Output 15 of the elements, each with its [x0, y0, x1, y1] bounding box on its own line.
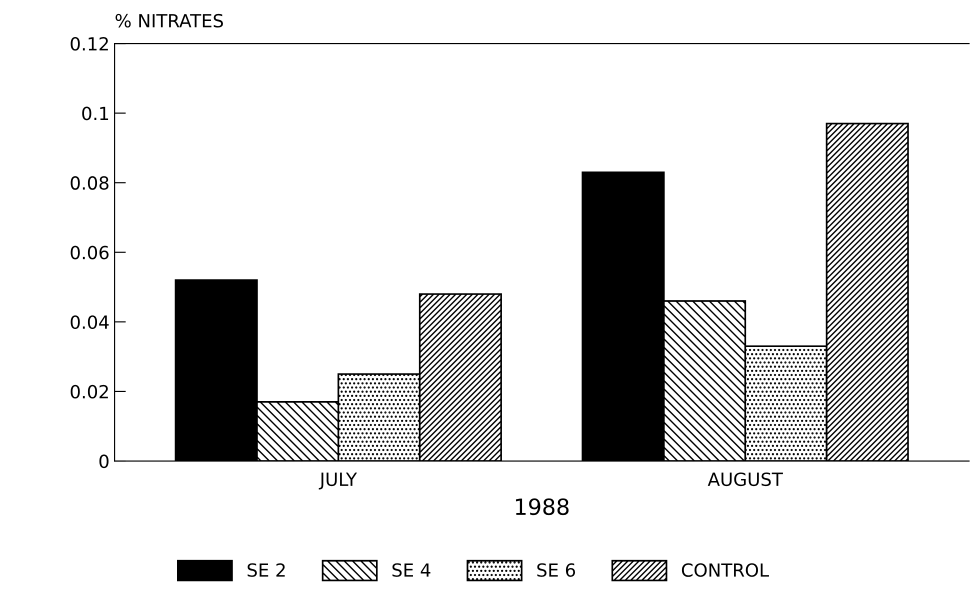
legend-label: SE 4	[392, 563, 430, 577]
y-tick-label: 0.1	[82, 106, 108, 120]
y-tick-label: 0.12	[70, 37, 108, 51]
y-tick-label: 0.08	[70, 176, 108, 190]
x-axis-title: 1988	[516, 498, 569, 516]
legend-label: SE 2	[248, 563, 285, 577]
legend-label: CONTROL	[682, 563, 769, 577]
y-tick-label: 0	[99, 454, 109, 468]
y-tick-label: 0.02	[70, 384, 108, 399]
y-tick-label: 0.06	[70, 246, 109, 260]
x-tick-label: JULY	[318, 472, 358, 490]
x-tick-label: AUGUST	[708, 472, 783, 486]
y-tick-label: 0.04	[70, 315, 109, 329]
y-axis-title: % NITRATES	[116, 14, 223, 28]
legend-label: SE 6	[537, 563, 576, 577]
